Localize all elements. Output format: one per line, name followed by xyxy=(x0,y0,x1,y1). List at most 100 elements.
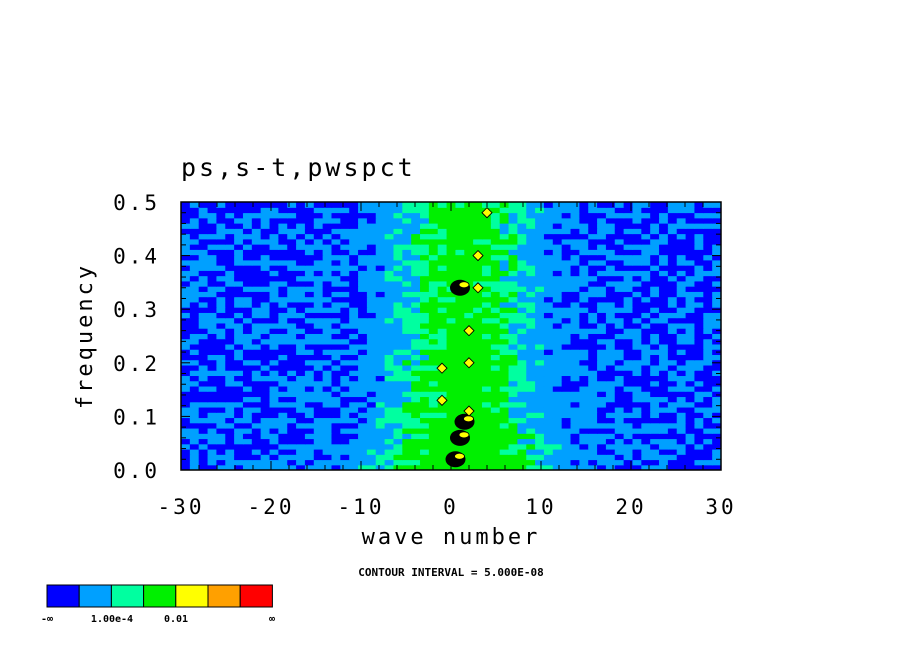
heatmap-cell xyxy=(579,317,589,324)
heatmap-cell xyxy=(543,244,554,250)
heatmap-cell xyxy=(269,375,279,382)
heatmap-cell xyxy=(313,301,324,308)
heatmap-cell xyxy=(597,333,607,340)
heatmap-cell xyxy=(517,354,527,361)
heatmap-cell xyxy=(490,238,501,245)
heatmap-cell xyxy=(331,270,341,277)
heatmap-cell xyxy=(446,265,457,271)
heatmap-cell xyxy=(198,291,209,298)
heatmap-cell xyxy=(375,448,386,455)
heatmap-cell xyxy=(322,317,333,324)
heatmap-cell xyxy=(181,464,191,470)
heatmap-cell xyxy=(473,228,483,235)
heatmap-cell xyxy=(712,312,721,319)
heatmap-cell xyxy=(632,280,642,287)
heatmap-cell xyxy=(437,238,448,245)
heatmap-cell xyxy=(552,228,563,235)
heatmap-cell xyxy=(597,417,607,424)
heatmap-cell xyxy=(508,275,518,282)
heatmap-cell xyxy=(269,406,279,413)
heatmap-cell xyxy=(659,417,669,424)
heatmap-cell xyxy=(358,233,368,240)
heatmap-cell xyxy=(703,464,713,470)
heatmap-cell xyxy=(650,312,660,319)
y-tick-label: 0.5 xyxy=(113,191,160,215)
heatmap-cell xyxy=(659,296,669,303)
heatmap-cell xyxy=(340,433,350,440)
heatmap-cell xyxy=(614,244,625,250)
heatmap-cell xyxy=(473,385,483,392)
heatmap-cell xyxy=(225,217,235,224)
heatmap-cell xyxy=(517,385,527,392)
heatmap-cell xyxy=(420,233,430,240)
heatmap-cell xyxy=(703,433,713,440)
contour-feature xyxy=(463,325,475,337)
heatmap-cell xyxy=(526,448,536,455)
heatmap-cell xyxy=(428,380,439,387)
heatmap-cell xyxy=(189,448,200,455)
heatmap-cell xyxy=(437,307,448,313)
heatmap-cell xyxy=(234,338,244,345)
heatmap-cell xyxy=(641,333,651,340)
heatmap-cell xyxy=(278,349,288,355)
heatmap-cell xyxy=(234,359,244,366)
heatmap-cell xyxy=(411,270,421,277)
heatmap-cell xyxy=(225,391,235,398)
heatmap-cell xyxy=(446,354,457,361)
heatmap-cell xyxy=(703,406,713,413)
heatmap-cell xyxy=(216,448,226,455)
heatmap-cell xyxy=(570,312,580,319)
heatmap-cell xyxy=(659,349,669,355)
heatmap-cell xyxy=(402,217,412,224)
heatmap-cell xyxy=(420,354,430,361)
heatmap-cell xyxy=(393,391,403,398)
contour-feature xyxy=(463,357,475,369)
heatmap-cell xyxy=(189,433,200,440)
heatmap-cell xyxy=(517,280,527,287)
heatmap-cell xyxy=(189,270,200,277)
heatmap-cell xyxy=(490,464,501,470)
heatmap-cell xyxy=(659,406,669,413)
heatmap-cell xyxy=(446,417,457,424)
heatmap-cell xyxy=(641,217,651,224)
heatmap-cell xyxy=(428,244,439,250)
heatmap-cell xyxy=(198,412,209,419)
heatmap-cell xyxy=(375,391,386,398)
heatmap-cell xyxy=(552,338,563,345)
heatmap-cell xyxy=(278,417,288,424)
heatmap-cell xyxy=(260,228,271,235)
heatmap-cell xyxy=(375,217,386,224)
heatmap-cell xyxy=(375,454,386,461)
heatmap-cell xyxy=(659,396,669,403)
heatmap-cell xyxy=(614,275,625,282)
heatmap-cell xyxy=(384,412,395,419)
heatmap-cell xyxy=(304,401,315,408)
heatmap-cell xyxy=(269,354,279,361)
heatmap-cell xyxy=(411,238,421,245)
heatmap-cell xyxy=(543,443,554,450)
heatmap-cell xyxy=(508,385,518,392)
heatmap-cell xyxy=(464,249,474,256)
heatmap-cell xyxy=(526,223,536,229)
heatmap-cell xyxy=(181,286,191,292)
heatmap-cell xyxy=(499,301,510,308)
heatmap-cell xyxy=(667,217,678,224)
heatmap-cell xyxy=(358,301,368,308)
heatmap-cell xyxy=(278,249,288,256)
heatmap-cell xyxy=(650,464,660,470)
heatmap-cell xyxy=(234,207,244,214)
heatmap-cell xyxy=(650,364,660,371)
heatmap-cell xyxy=(242,349,253,355)
heatmap-cell xyxy=(349,422,359,429)
heatmap-cell xyxy=(384,433,395,440)
heatmap-cell xyxy=(490,312,501,319)
heatmap-cell xyxy=(304,228,315,235)
heatmap-cell xyxy=(552,270,563,277)
heatmap-cell xyxy=(428,317,439,324)
heatmap-cell xyxy=(304,343,315,350)
heatmap-cell xyxy=(464,375,474,382)
heatmap-cell xyxy=(225,291,235,298)
heatmap-cell xyxy=(641,385,651,392)
heatmap-cell xyxy=(393,280,403,287)
heatmap-cell xyxy=(490,443,501,450)
